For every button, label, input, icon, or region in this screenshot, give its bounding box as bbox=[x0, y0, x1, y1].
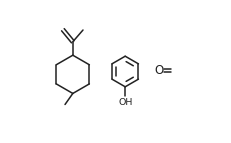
Text: O: O bbox=[154, 64, 163, 77]
Text: OH: OH bbox=[118, 98, 132, 107]
